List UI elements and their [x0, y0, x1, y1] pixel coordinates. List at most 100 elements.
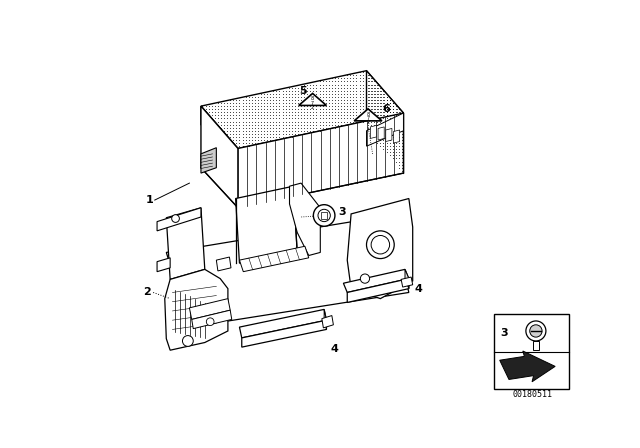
Point	[268, 106, 278, 113]
Point	[256, 139, 266, 146]
Point	[265, 136, 275, 143]
Point	[330, 109, 340, 116]
Point	[348, 109, 358, 116]
Point	[373, 99, 383, 107]
Point	[336, 121, 346, 128]
Point	[253, 121, 263, 128]
Point	[370, 81, 380, 88]
Point	[271, 118, 282, 125]
Point	[388, 106, 398, 113]
Point	[296, 121, 306, 128]
Point	[348, 106, 358, 113]
Point	[284, 115, 294, 122]
Point	[324, 109, 334, 116]
Point	[299, 130, 309, 138]
Point	[216, 109, 226, 116]
Point	[373, 96, 383, 103]
Point	[253, 127, 263, 134]
Point	[378, 93, 388, 100]
Point	[237, 121, 248, 128]
Point	[385, 130, 395, 138]
Point	[375, 115, 385, 122]
Point	[333, 81, 343, 88]
Point	[366, 90, 376, 97]
Point	[372, 130, 383, 138]
Point	[268, 96, 278, 103]
Point	[197, 103, 207, 110]
Point	[360, 115, 371, 122]
Point	[360, 112, 371, 119]
Point	[287, 84, 297, 91]
Point	[314, 81, 324, 88]
Point	[265, 121, 275, 128]
Point	[385, 96, 396, 103]
Point	[244, 134, 254, 141]
Point	[385, 103, 396, 110]
Point	[244, 130, 254, 138]
Point	[372, 109, 383, 116]
Point	[311, 109, 321, 116]
Point	[378, 146, 388, 153]
Point	[333, 93, 343, 100]
Point	[321, 84, 331, 91]
Point	[278, 134, 288, 141]
Point	[367, 99, 377, 107]
Point	[284, 99, 294, 107]
Point	[256, 136, 266, 143]
Point	[250, 112, 260, 119]
Point	[259, 121, 269, 128]
Point	[317, 87, 328, 95]
Point	[225, 99, 236, 107]
Point	[311, 118, 321, 125]
Point	[372, 106, 383, 113]
Point	[317, 84, 328, 91]
Point	[225, 130, 236, 138]
Point	[293, 84, 303, 91]
Point	[287, 96, 297, 103]
Point	[394, 161, 404, 168]
Polygon shape	[238, 113, 403, 208]
Point	[375, 84, 385, 91]
Point	[345, 84, 355, 91]
Point	[280, 87, 291, 95]
Point	[390, 121, 401, 128]
Point	[250, 96, 260, 103]
Point	[370, 112, 380, 119]
Polygon shape	[201, 71, 403, 148]
Point	[241, 103, 251, 110]
Point	[278, 99, 288, 107]
Point	[370, 87, 380, 95]
Point	[364, 106, 374, 113]
Point	[271, 134, 282, 141]
Point	[287, 127, 297, 134]
Point	[367, 75, 377, 82]
Point	[237, 118, 248, 125]
Point	[373, 103, 383, 110]
Point	[324, 78, 334, 85]
Point	[305, 81, 316, 88]
Text: 00180511: 00180511	[512, 390, 552, 399]
Point	[287, 118, 297, 125]
Polygon shape	[394, 130, 399, 143]
Point	[339, 112, 349, 119]
Point	[271, 121, 282, 128]
Point	[373, 81, 383, 88]
Point	[370, 109, 380, 116]
Point	[212, 103, 223, 110]
Point	[378, 112, 388, 119]
Point	[246, 139, 257, 146]
Point	[378, 99, 388, 107]
Point	[244, 112, 254, 119]
Point	[231, 139, 241, 146]
Point	[299, 87, 309, 95]
Point	[222, 118, 232, 125]
Point	[366, 118, 376, 125]
Point	[308, 121, 319, 128]
Point	[324, 112, 334, 119]
Point	[372, 124, 383, 131]
Point	[246, 109, 257, 116]
Point	[268, 90, 278, 97]
Point	[210, 106, 220, 113]
Point	[342, 90, 353, 97]
Point	[355, 81, 365, 88]
